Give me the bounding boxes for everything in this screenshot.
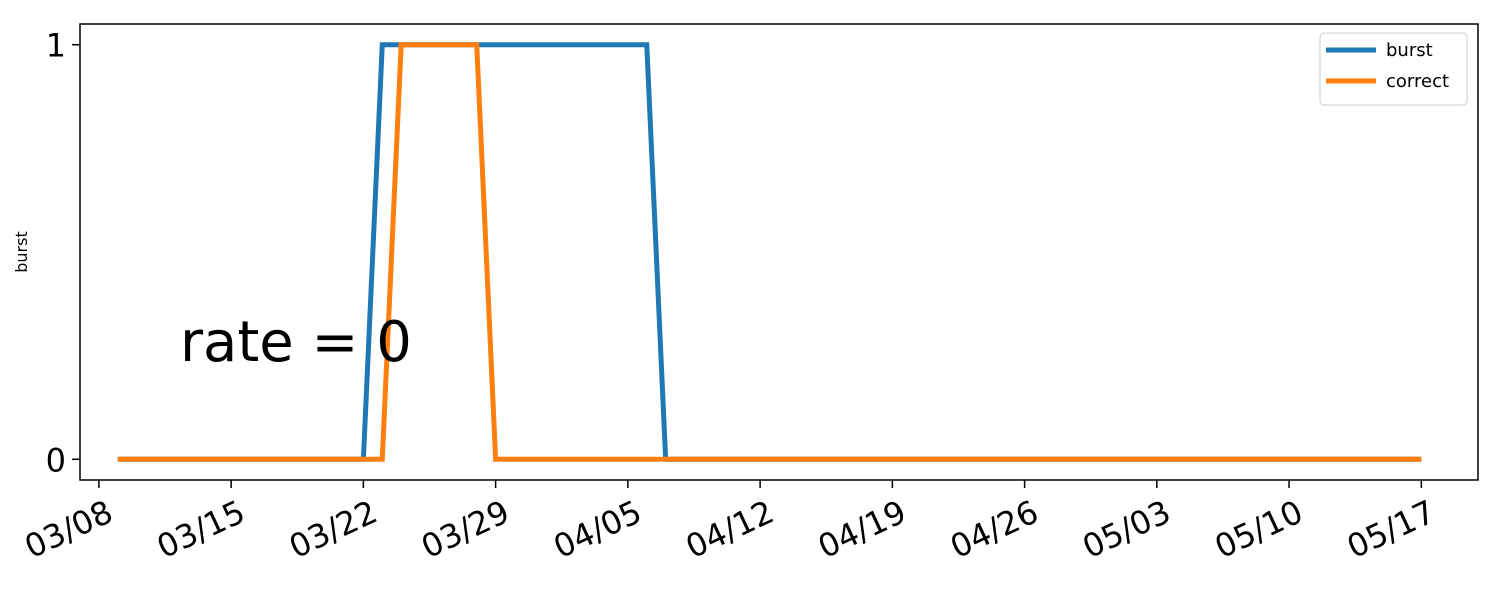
rate-annotation: rate = 0 xyxy=(180,310,412,375)
x-tick-label: 05/03 xyxy=(1077,493,1177,566)
x-axis: 03/08 03/15 03/22 03/29 04/05 04/12 04/19 04/26… xyxy=(19,480,1441,566)
legend-label-correct: correct xyxy=(1386,71,1449,92)
y-tick-label: 0 xyxy=(46,441,66,479)
legend: burst correct xyxy=(1319,32,1468,106)
plot-frame xyxy=(79,23,1479,481)
y-axis: 01 xyxy=(46,27,80,479)
x-tick-label: 04/19 xyxy=(812,493,912,566)
x-tick-label: 04/26 xyxy=(944,493,1044,566)
x-tick-label: 03/22 xyxy=(283,493,383,566)
x-tick-label: 05/10 xyxy=(1209,493,1309,566)
x-tick-label: 03/29 xyxy=(416,493,516,566)
x-tick-label: 04/12 xyxy=(680,493,780,566)
x-tick-label: 05/17 xyxy=(1341,493,1441,566)
series-layer xyxy=(117,42,1422,462)
x-tick-label: 04/05 xyxy=(548,493,648,566)
legend-label-burst: burst xyxy=(1386,40,1433,61)
series-line-correct xyxy=(117,42,1422,462)
x-tick-label: 03/15 xyxy=(151,493,251,566)
x-tick-label: 03/08 xyxy=(19,493,119,566)
y-tick-label: 1 xyxy=(46,27,66,65)
y-axis-label: burst xyxy=(12,231,31,272)
plot-area xyxy=(80,24,1478,480)
